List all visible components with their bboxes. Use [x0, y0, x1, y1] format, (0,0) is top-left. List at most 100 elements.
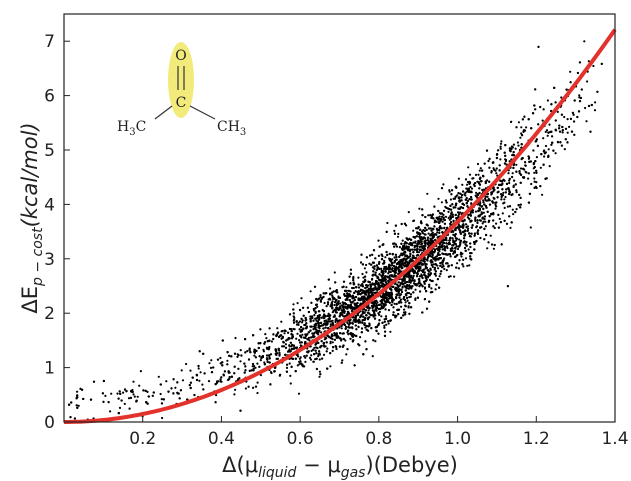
- scatter-point: [253, 354, 256, 357]
- scatter-point: [383, 324, 386, 327]
- scatter-point: [416, 250, 419, 254]
- scatter-point: [533, 180, 536, 183]
- scatter-point: [323, 301, 326, 305]
- scatter-point: [133, 395, 136, 398]
- scatter-point: [548, 123, 551, 126]
- scatter-point: [448, 190, 451, 193]
- scatter-point: [201, 383, 204, 386]
- scatter-point: [334, 345, 337, 348]
- scatter-point: [380, 267, 383, 270]
- scatter-point: [335, 332, 338, 335]
- scatter-point: [79, 387, 82, 390]
- scatter-point: [408, 292, 411, 295]
- scatter-point: [239, 360, 242, 363]
- scatter-point: [434, 270, 437, 273]
- scatter-point: [572, 113, 575, 116]
- scatter-point: [523, 115, 526, 118]
- scatter-point: [380, 285, 383, 288]
- scatter-point: [215, 394, 218, 397]
- scatter-point: [285, 366, 289, 369]
- scatter-point: [315, 367, 318, 371]
- scatter-point: [508, 179, 511, 182]
- scatter-point: [535, 181, 538, 184]
- scatter-point: [188, 384, 191, 387]
- scatter-point: [515, 126, 518, 129]
- scatter-point: [393, 261, 396, 264]
- scatter-point: [515, 189, 518, 192]
- scatter-point: [110, 392, 113, 395]
- scatter-point: [544, 144, 548, 148]
- scatter-point: [322, 353, 326, 356]
- scatter-point: [296, 364, 299, 367]
- scatter-point: [561, 131, 564, 134]
- scatter-point: [335, 298, 338, 302]
- scatter-point: [479, 176, 482, 180]
- scatter-point: [417, 266, 420, 269]
- scatter-point: [426, 192, 429, 195]
- scatter-point: [458, 259, 461, 262]
- scatter-point: [427, 214, 430, 217]
- scatter-point: [372, 315, 375, 318]
- scatter-point: [545, 129, 549, 132]
- scatter-point: [431, 213, 434, 216]
- scatter-point: [431, 231, 434, 234]
- scatter-point: [499, 145, 502, 148]
- scatter-point: [280, 337, 283, 340]
- scatter-point: [248, 369, 251, 372]
- scatter-point: [313, 331, 316, 334]
- scatter-point: [364, 340, 367, 343]
- scatter-point: [460, 255, 463, 258]
- scatter-point: [375, 287, 378, 290]
- scatter-point: [69, 416, 72, 419]
- scatter-point: [455, 239, 458, 242]
- scatter-point: [361, 321, 364, 324]
- scatter-point: [514, 210, 517, 214]
- scatter-point: [480, 205, 484, 208]
- scatter-point: [487, 241, 490, 244]
- scatter-point: [443, 222, 446, 225]
- scatter-point: [331, 349, 334, 352]
- scatter-point: [499, 142, 503, 145]
- scatter-point: [518, 193, 521, 196]
- scatter-point: [468, 173, 472, 176]
- scatter-point: [331, 341, 334, 344]
- scatter-point: [405, 224, 408, 227]
- scatter-point: [117, 397, 120, 400]
- scatter-point: [340, 304, 343, 307]
- scatter-point: [452, 252, 455, 255]
- scatter-point: [412, 274, 415, 277]
- scatter-point: [443, 226, 446, 229]
- scatter-point: [450, 221, 453, 224]
- scatter-point: [352, 283, 355, 286]
- scatter-point: [449, 222, 452, 225]
- scatter-point: [263, 361, 266, 364]
- scatter-point: [278, 351, 281, 354]
- scatter-point: [438, 227, 441, 230]
- scatter-point: [424, 226, 427, 229]
- scatter-point: [464, 198, 467, 201]
- scatter-point: [371, 306, 374, 309]
- scatter-point: [576, 71, 580, 75]
- scatter-point: [407, 211, 410, 214]
- scatter-point: [441, 266, 444, 269]
- scatter-point: [412, 282, 416, 285]
- scatter-point: [428, 283, 431, 286]
- scatter-point: [372, 339, 375, 342]
- scatter-point: [293, 318, 296, 321]
- scatter-point: [500, 193, 503, 196]
- scatter-point: [474, 182, 477, 185]
- scatter-point: [364, 275, 367, 278]
- scatter-point: [512, 185, 515, 188]
- scatter-point: [356, 301, 359, 305]
- scatter-point: [423, 271, 426, 274]
- scatter-point: [243, 371, 246, 374]
- scatter-point: [189, 369, 192, 372]
- scatter-point: [383, 261, 386, 264]
- scatter-point: [392, 311, 395, 314]
- scatter-point: [600, 62, 603, 65]
- scatter-point: [301, 333, 304, 336]
- scatter-point: [136, 395, 139, 398]
- scatter-point: [397, 281, 400, 284]
- scatter-point: [264, 333, 267, 336]
- scatter-point: [425, 307, 429, 310]
